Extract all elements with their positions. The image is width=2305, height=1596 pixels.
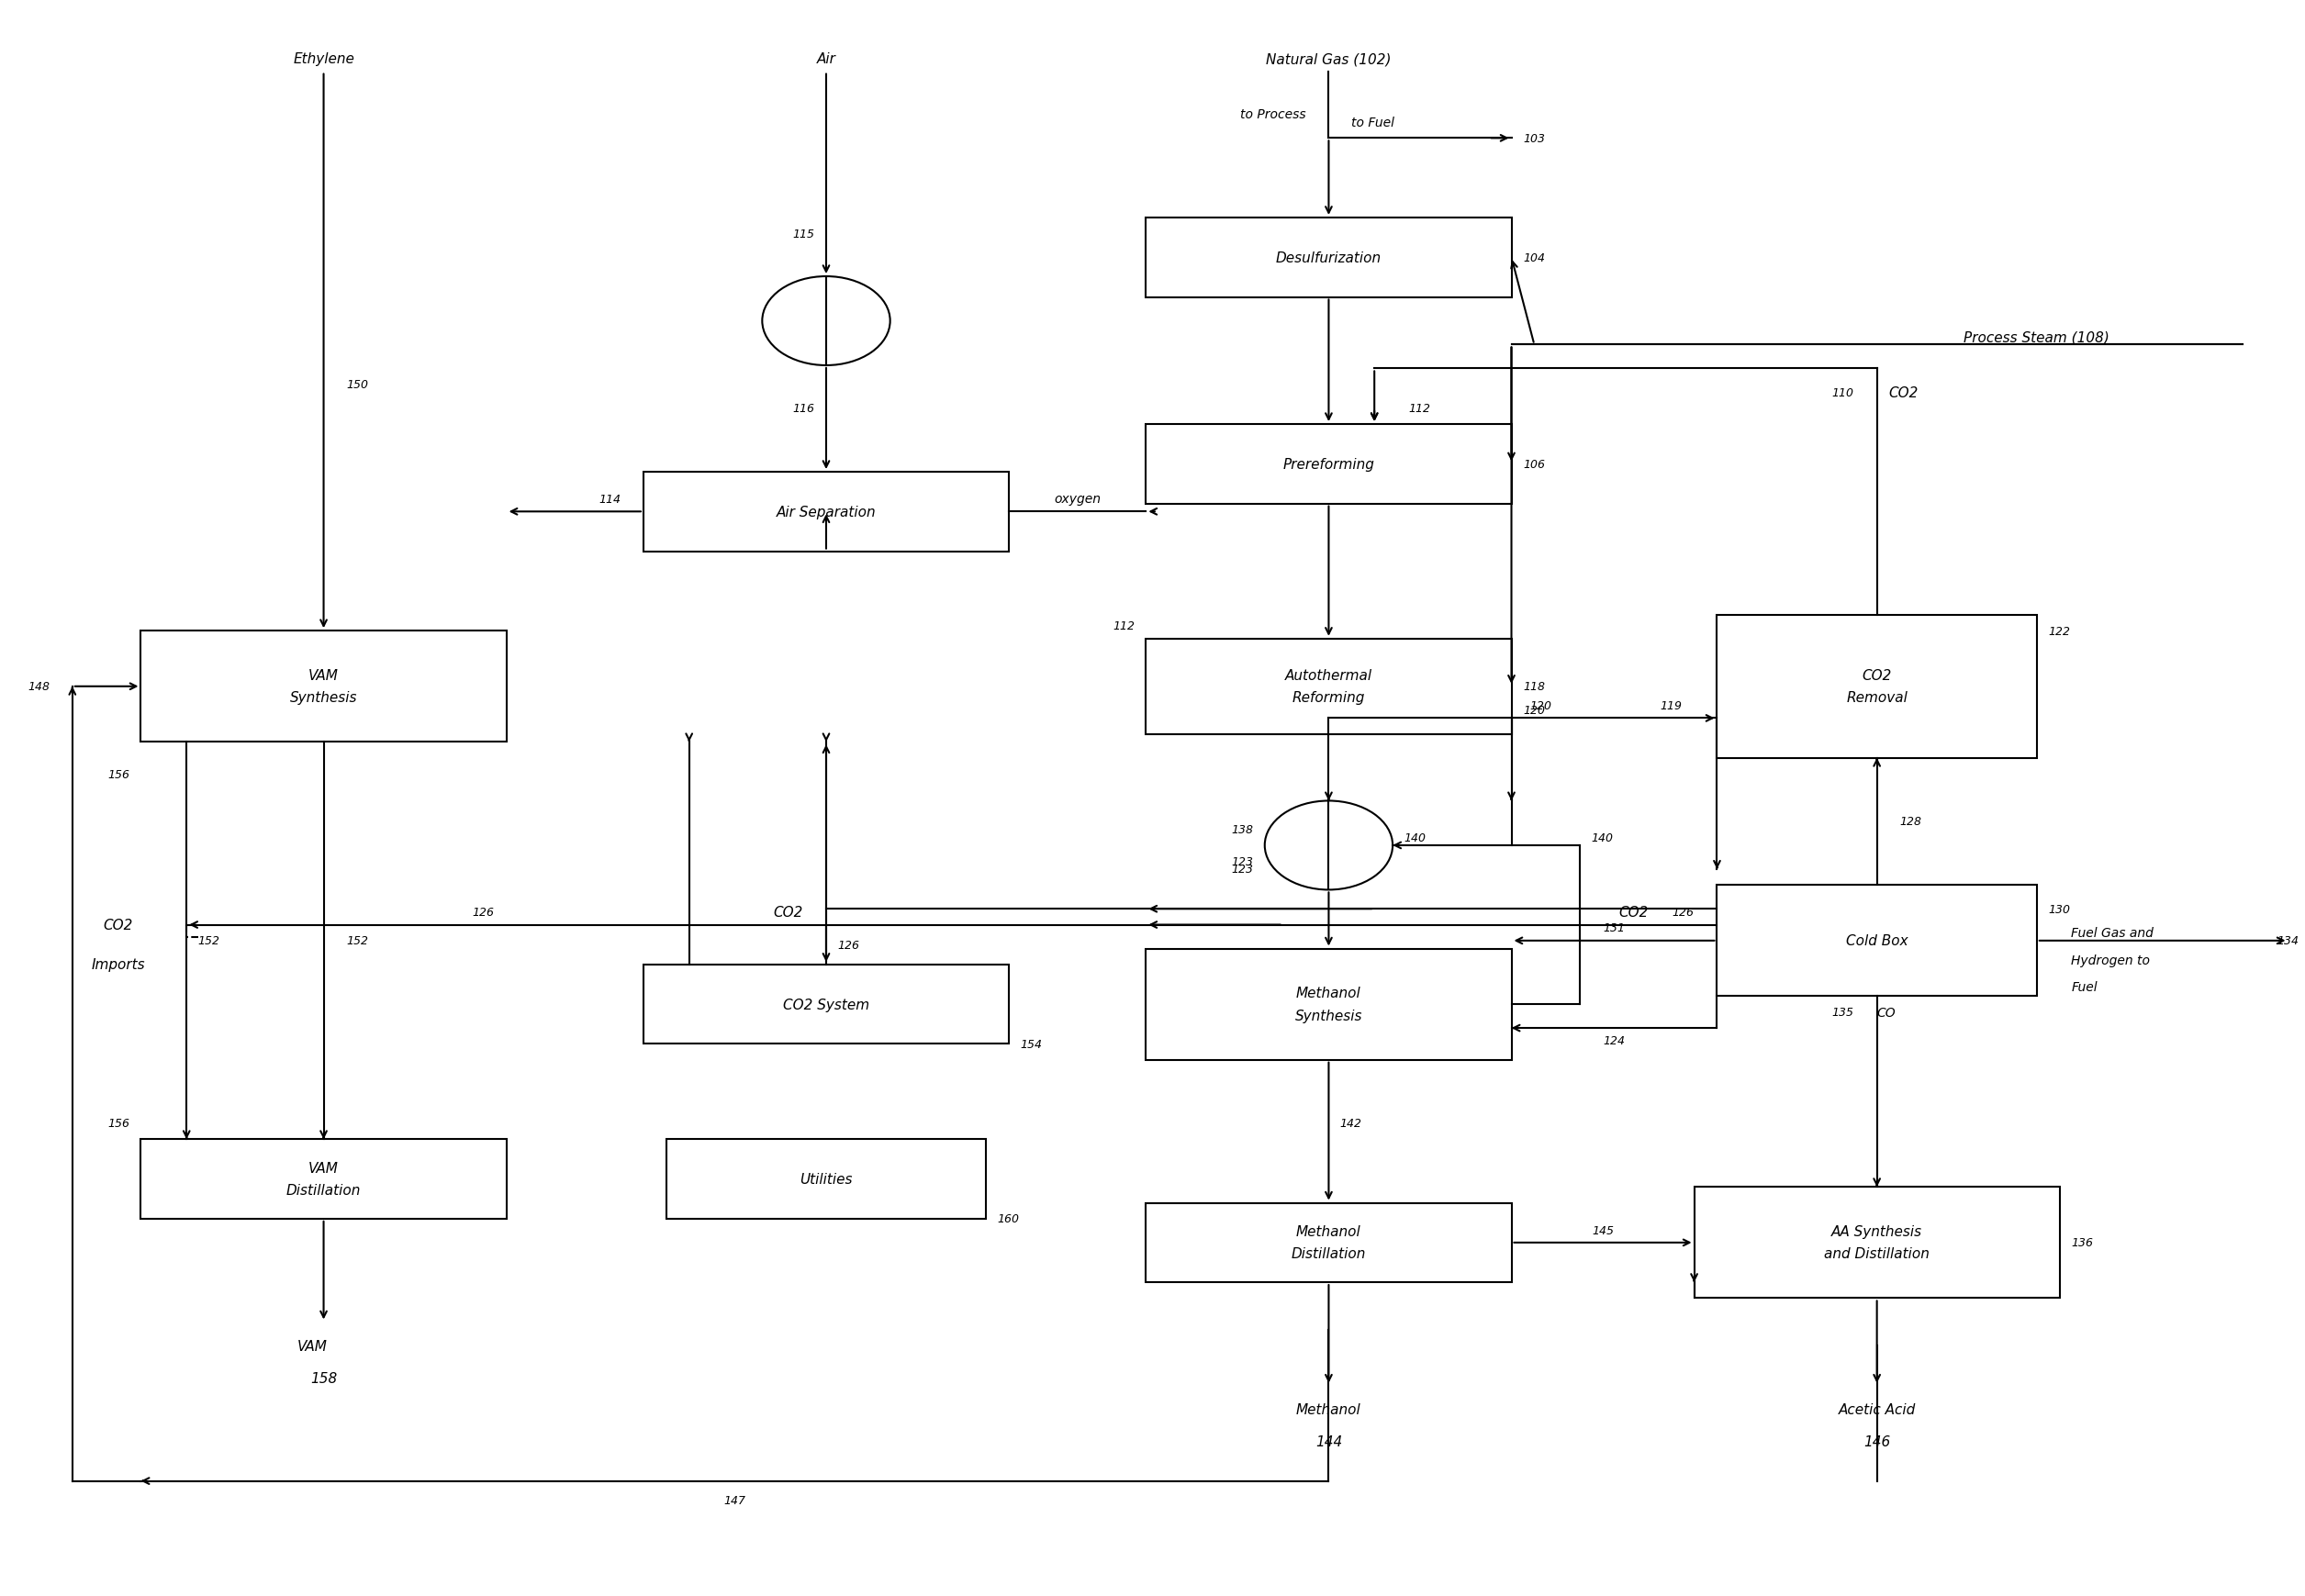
Text: 103: 103 bbox=[1524, 132, 1544, 145]
Text: Acetic Acid: Acetic Acid bbox=[1839, 1403, 1915, 1416]
Bar bbox=[141, 632, 507, 742]
Text: 126: 126 bbox=[1671, 907, 1694, 918]
Text: Removal: Removal bbox=[1846, 691, 1909, 705]
Text: 146: 146 bbox=[1862, 1435, 1890, 1448]
Text: 130: 130 bbox=[2049, 903, 2070, 915]
Text: oxygen: oxygen bbox=[1053, 493, 1102, 506]
Text: 116: 116 bbox=[793, 402, 814, 415]
Text: 158: 158 bbox=[311, 1371, 337, 1385]
Text: 122: 122 bbox=[2049, 626, 2070, 637]
Text: VAM: VAM bbox=[309, 1162, 339, 1175]
Text: 152: 152 bbox=[346, 935, 369, 946]
Text: Synthesis: Synthesis bbox=[1295, 1009, 1362, 1023]
Text: Natural Gas (102): Natural Gas (102) bbox=[1265, 53, 1392, 67]
Text: Distillation: Distillation bbox=[1291, 1246, 1367, 1261]
Text: 119: 119 bbox=[1660, 701, 1683, 712]
Text: 156: 156 bbox=[108, 1117, 129, 1130]
Text: 118: 118 bbox=[1524, 681, 1544, 693]
Text: 110: 110 bbox=[1832, 386, 1853, 399]
Text: Methanol: Methanol bbox=[1295, 1224, 1362, 1238]
Text: 104: 104 bbox=[1524, 252, 1544, 263]
Text: CO2: CO2 bbox=[1862, 669, 1892, 683]
Text: 112: 112 bbox=[1113, 621, 1134, 632]
Bar bbox=[1146, 1203, 1512, 1283]
Text: 128: 128 bbox=[1899, 816, 1922, 828]
Text: 135: 135 bbox=[1832, 1007, 1853, 1018]
Text: CO2: CO2 bbox=[104, 918, 134, 932]
Text: 131: 131 bbox=[1604, 922, 1625, 934]
Text: 120: 120 bbox=[1524, 705, 1544, 717]
Text: VAM: VAM bbox=[297, 1339, 327, 1353]
Text: 138: 138 bbox=[1231, 824, 1254, 836]
Text: 115: 115 bbox=[793, 228, 814, 239]
Text: Methanol: Methanol bbox=[1295, 986, 1362, 1001]
Text: 114: 114 bbox=[599, 493, 620, 506]
Text: 140: 140 bbox=[1404, 832, 1427, 844]
Text: 106: 106 bbox=[1524, 458, 1544, 471]
Text: Autothermal: Autothermal bbox=[1284, 669, 1371, 683]
Bar bbox=[1146, 425, 1512, 504]
Text: Desulfurization: Desulfurization bbox=[1277, 251, 1381, 265]
Text: CO2: CO2 bbox=[774, 905, 804, 919]
Text: Methanol: Methanol bbox=[1295, 1403, 1362, 1416]
Text: to Process: to Process bbox=[1240, 109, 1307, 121]
Text: 147: 147 bbox=[724, 1494, 747, 1507]
Text: 145: 145 bbox=[1593, 1224, 1613, 1235]
Bar bbox=[666, 1140, 987, 1219]
Text: Cold Box: Cold Box bbox=[1846, 934, 1909, 948]
Text: CO2: CO2 bbox=[1618, 905, 1648, 919]
Text: 154: 154 bbox=[1021, 1039, 1042, 1050]
Bar bbox=[643, 472, 1010, 552]
Text: CO2 System: CO2 System bbox=[784, 998, 869, 1012]
Text: Imports: Imports bbox=[92, 958, 145, 972]
Text: 126: 126 bbox=[837, 938, 860, 951]
Bar bbox=[1146, 950, 1512, 1060]
Text: 123: 123 bbox=[1231, 863, 1254, 876]
Text: CO2: CO2 bbox=[1888, 386, 1918, 401]
Text: Fuel Gas and: Fuel Gas and bbox=[2072, 927, 2153, 940]
Text: Ethylene: Ethylene bbox=[293, 53, 355, 67]
Text: Synthesis: Synthesis bbox=[290, 691, 357, 705]
Text: Process Steam (108): Process Steam (108) bbox=[1964, 330, 2109, 345]
Text: 150: 150 bbox=[346, 380, 369, 391]
Text: 160: 160 bbox=[998, 1213, 1019, 1224]
Text: AA Synthesis: AA Synthesis bbox=[1832, 1224, 1922, 1238]
Text: 126: 126 bbox=[473, 907, 496, 918]
Text: and Distillation: and Distillation bbox=[1823, 1246, 1929, 1261]
Text: Distillation: Distillation bbox=[286, 1184, 362, 1197]
Text: 134: 134 bbox=[2277, 935, 2298, 946]
Text: 112: 112 bbox=[1408, 402, 1431, 415]
Bar bbox=[1146, 219, 1512, 298]
Text: 123: 123 bbox=[1231, 855, 1254, 868]
Text: 148: 148 bbox=[28, 681, 48, 693]
Text: 124: 124 bbox=[1604, 1036, 1625, 1047]
Text: Fuel: Fuel bbox=[2072, 980, 2098, 993]
Text: 152: 152 bbox=[198, 935, 219, 946]
Bar bbox=[1146, 638, 1512, 734]
Text: 136: 136 bbox=[2072, 1237, 2093, 1248]
Bar bbox=[1717, 886, 2038, 996]
Text: 140: 140 bbox=[1590, 832, 1614, 844]
Bar bbox=[1717, 616, 2038, 758]
Text: to Fuel: to Fuel bbox=[1351, 117, 1395, 129]
Text: 144: 144 bbox=[1316, 1435, 1342, 1448]
Bar bbox=[643, 964, 1010, 1044]
Text: Reforming: Reforming bbox=[1293, 691, 1365, 705]
Text: 156: 156 bbox=[108, 768, 129, 780]
Text: Hydrogen to: Hydrogen to bbox=[2072, 953, 2151, 967]
Text: Utilities: Utilities bbox=[800, 1173, 853, 1186]
Text: VAM: VAM bbox=[309, 669, 339, 683]
Text: Air: Air bbox=[816, 53, 837, 67]
Bar bbox=[1694, 1187, 2061, 1298]
Text: 142: 142 bbox=[1339, 1117, 1362, 1130]
Text: 120: 120 bbox=[1531, 701, 1551, 712]
Bar bbox=[141, 1140, 507, 1219]
Text: CO: CO bbox=[1876, 1005, 1895, 1018]
Text: Prereforming: Prereforming bbox=[1284, 458, 1374, 471]
Text: Air Separation: Air Separation bbox=[777, 506, 876, 519]
